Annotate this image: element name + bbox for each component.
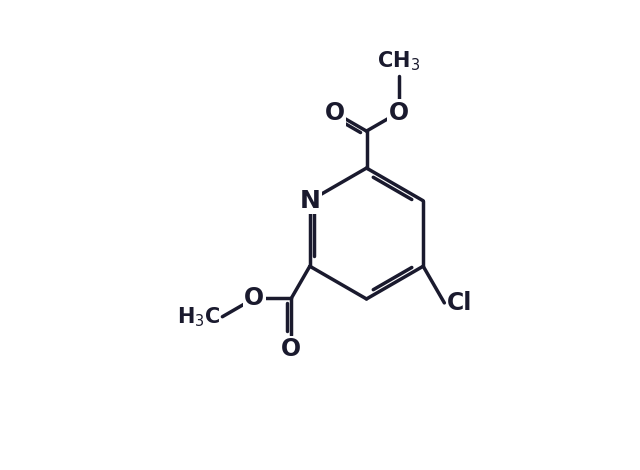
Text: N: N [300,189,320,213]
Text: CH$_3$: CH$_3$ [377,49,420,72]
Text: O: O [388,101,408,125]
Text: O: O [324,101,344,125]
Text: Cl: Cl [447,291,472,315]
Text: H$_3$C: H$_3$C [177,305,220,329]
Text: O: O [244,286,264,310]
Text: O: O [281,337,301,361]
